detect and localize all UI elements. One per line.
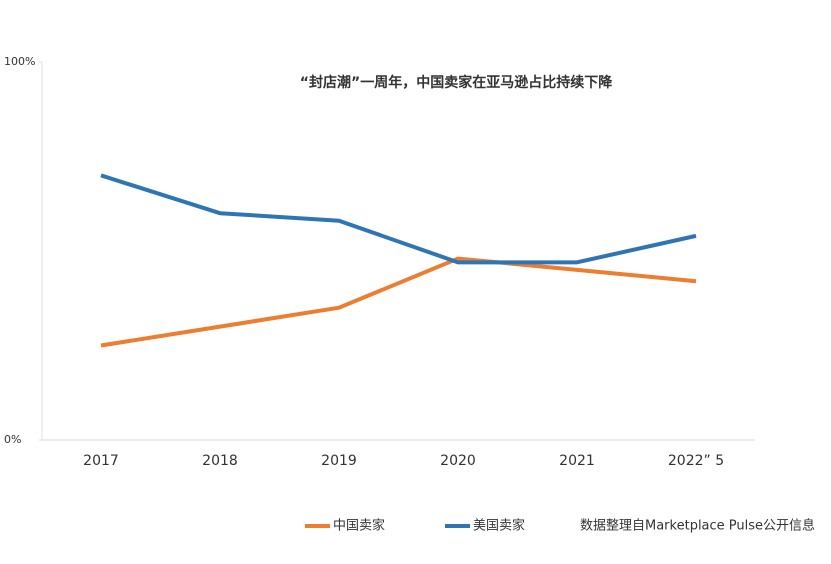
legend-label: 中国卖家 <box>333 518 385 534</box>
legend-label: 美国卖家 <box>473 518 525 534</box>
x-tick-label: 2021 <box>559 453 595 469</box>
x-tick-label: 2019 <box>321 453 357 469</box>
x-tick-label: 2018 <box>202 453 238 469</box>
source-note: 数据整理自Marketplace Pulse公开信息 <box>580 518 815 534</box>
series-line <box>100 256 697 348</box>
chart-title: “封店潮”一周年，中国卖家在亚马逊占比持续下降 <box>300 74 613 91</box>
series-line <box>100 173 697 265</box>
x-tick-label: 2017 <box>83 453 119 469</box>
x-tick-label: 2020 <box>440 453 476 469</box>
y-tick-label: 0% <box>4 433 21 446</box>
x-tick-label: 2022” 5 <box>668 453 724 469</box>
y-tick-label: 100% <box>4 55 35 68</box>
